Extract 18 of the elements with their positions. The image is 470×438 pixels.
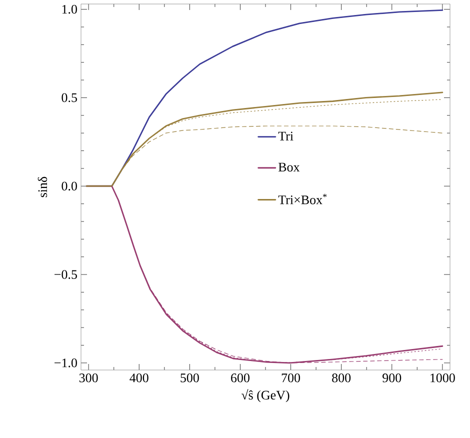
x-tick-label: 1000 bbox=[430, 374, 455, 382]
legend-label: Tri bbox=[278, 132, 294, 140]
x-tick-label: 700 bbox=[282, 374, 300, 382]
y-axis-title: sinδ bbox=[38, 176, 48, 198]
y-tick-label: −1.0 bbox=[54, 358, 77, 368]
x-tick-label: 300 bbox=[79, 374, 98, 382]
legend-label: Tri×Box$^{*}$ bbox=[278, 194, 327, 204]
y-tick-label: −0.5 bbox=[54, 270, 77, 279]
x-tick-label: 600 bbox=[231, 374, 250, 382]
x-axis-title: √ŝ (GeV) bbox=[242, 389, 290, 402]
y-tick-label: 0.5 bbox=[62, 93, 77, 102]
x-tick-label: 900 bbox=[382, 374, 402, 382]
x-tick-label: 500 bbox=[180, 374, 199, 382]
legend-label: Box bbox=[278, 162, 300, 172]
y-tick-label: 1.0 bbox=[62, 4, 77, 14]
y-tick-label: 0.0 bbox=[62, 182, 77, 191]
x-tick-label: 800 bbox=[332, 374, 351, 382]
x-tick-label: 400 bbox=[130, 374, 148, 382]
